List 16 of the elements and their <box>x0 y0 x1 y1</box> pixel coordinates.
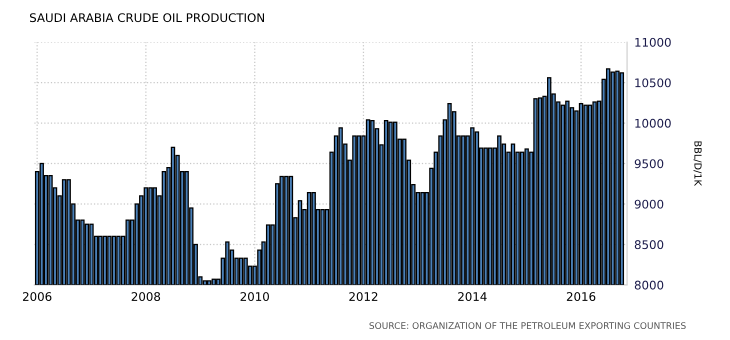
y-tick-label: 10000 <box>635 118 671 128</box>
y-tick-label: 8500 <box>634 240 664 250</box>
x-tick-label: 2008 <box>132 292 160 302</box>
y-tick-label: 11000 <box>635 38 671 47</box>
y-tick-label: 9000 <box>634 200 664 209</box>
source-note: SOURCE: ORGANIZATION OF THE PETROLEUM EXPORTING COUNTRIES <box>369 322 686 330</box>
y-tick-label: 10500 <box>635 78 671 88</box>
chart-title: SAUDI ARABIA CRUDE OIL PRODUCTION <box>30 13 264 22</box>
y-tick-label: 8000 <box>634 280 664 290</box>
y-tick-label: 9500 <box>634 159 664 168</box>
y-axis-title: BBL/D/1K <box>694 141 702 186</box>
x-tick-label: 2014 <box>458 292 487 302</box>
x-tick-label: 2012 <box>349 292 378 302</box>
x-tick-label: 2016 <box>566 292 596 302</box>
x-tick-label: 2010 <box>240 292 269 302</box>
x-tick-label: 2006 <box>22 292 52 302</box>
